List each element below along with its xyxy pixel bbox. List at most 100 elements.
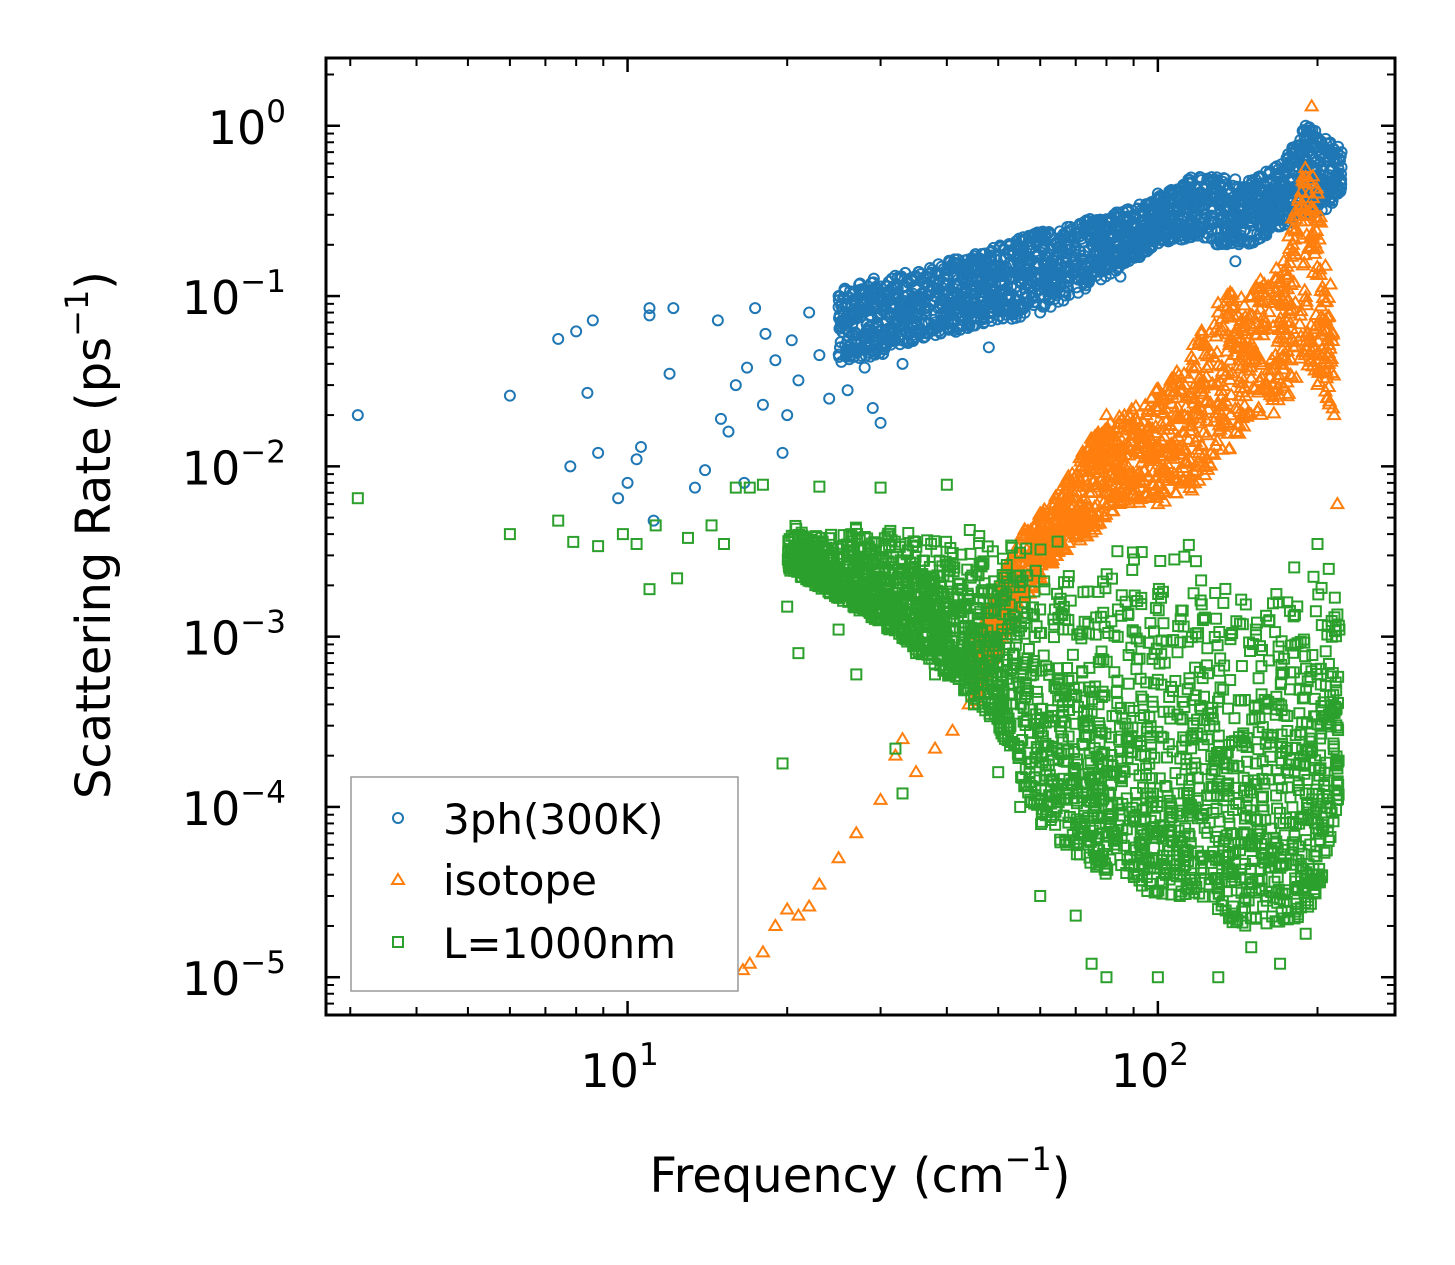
point-3ph xyxy=(975,248,988,261)
point-3ph xyxy=(912,265,925,278)
point-3ph xyxy=(1327,148,1340,161)
point-3ph xyxy=(1254,170,1267,183)
point-3ph xyxy=(832,294,845,307)
point-3ph xyxy=(621,476,634,489)
point-3ph xyxy=(776,446,789,459)
point-3ph xyxy=(1128,212,1141,225)
point-3ph xyxy=(1299,119,1312,132)
point-3ph xyxy=(1233,235,1246,248)
point-3ph xyxy=(781,409,794,422)
point-3ph xyxy=(942,284,955,297)
point-3ph xyxy=(959,278,972,291)
point-3ph xyxy=(1113,253,1126,266)
point-3ph xyxy=(1128,239,1141,252)
point-3ph xyxy=(711,314,724,327)
point-3ph xyxy=(1210,171,1223,184)
point-3ph xyxy=(1235,185,1248,198)
point-3ph xyxy=(1061,221,1074,234)
point-3ph xyxy=(1018,306,1031,319)
point-3ph xyxy=(907,292,920,305)
point-3ph xyxy=(984,310,997,323)
point-3ph xyxy=(915,318,928,331)
point-3ph xyxy=(1276,183,1289,196)
point-3ph xyxy=(987,295,1000,308)
point-3ph xyxy=(843,325,856,338)
point-3ph xyxy=(1082,219,1095,232)
point-3ph xyxy=(823,392,836,405)
point-3ph xyxy=(1291,149,1304,162)
point-3ph xyxy=(1012,269,1025,282)
point-3ph xyxy=(1193,171,1206,184)
point-3ph xyxy=(896,357,909,370)
point-3ph xyxy=(749,302,762,315)
point-3ph xyxy=(1100,222,1113,235)
point-3ph xyxy=(1031,285,1044,298)
point-3ph xyxy=(885,272,898,285)
point-3ph xyxy=(759,327,772,340)
point-3ph xyxy=(1014,234,1027,247)
point-3ph xyxy=(867,272,880,285)
point-3ph xyxy=(1144,196,1157,209)
point-3ph xyxy=(667,302,680,315)
point-3ph xyxy=(1218,204,1231,217)
point-3ph xyxy=(1095,261,1108,274)
point-3ph xyxy=(929,266,942,279)
point-3ph xyxy=(1317,142,1330,155)
point-3ph xyxy=(1056,230,1069,243)
point-3ph xyxy=(1114,270,1127,283)
point-3ph xyxy=(958,306,971,319)
point-3ph xyxy=(564,460,577,473)
point-3ph xyxy=(952,297,965,310)
point-3ph xyxy=(974,276,987,289)
point-3ph xyxy=(1300,141,1313,154)
point-3ph xyxy=(943,254,956,267)
point-3ph xyxy=(937,308,950,321)
point-3ph xyxy=(570,325,583,338)
point-3ph xyxy=(836,325,849,338)
point-3ph xyxy=(896,323,909,336)
point-3ph xyxy=(990,254,1003,267)
point-3ph xyxy=(875,307,888,320)
point-3ph xyxy=(1228,198,1241,211)
point-3ph xyxy=(1275,158,1288,171)
point-3ph xyxy=(1000,264,1013,277)
point-3ph xyxy=(1140,223,1153,236)
point-3ph xyxy=(813,349,826,362)
point-3ph xyxy=(884,311,897,324)
point-3ph xyxy=(983,246,996,259)
point-3ph xyxy=(663,367,676,380)
point-3ph xyxy=(887,321,900,334)
point-3ph xyxy=(1235,205,1248,218)
point-3ph xyxy=(1073,230,1086,243)
point-3ph xyxy=(1116,255,1129,268)
point-3ph xyxy=(1069,239,1082,252)
point-3ph xyxy=(1066,250,1079,263)
point-3ph xyxy=(688,481,701,494)
point-3ph xyxy=(1260,197,1273,210)
point-3ph xyxy=(1297,152,1310,165)
point-3ph xyxy=(1077,253,1090,266)
point-3ph xyxy=(722,425,735,438)
point-3ph xyxy=(714,412,727,425)
point-3ph xyxy=(1244,237,1257,250)
point-3ph xyxy=(1038,254,1051,267)
point-3ph xyxy=(503,389,516,402)
point-3ph xyxy=(929,289,942,302)
point-3ph xyxy=(1229,193,1242,206)
point-3ph xyxy=(1283,182,1296,195)
point-3ph xyxy=(926,263,939,276)
point-3ph xyxy=(878,336,891,349)
point-3ph xyxy=(1011,248,1024,261)
point-3ph xyxy=(1219,220,1232,233)
point-3ph xyxy=(351,409,364,422)
point-3ph xyxy=(1165,213,1178,226)
point-3ph xyxy=(785,334,798,347)
point-3ph xyxy=(1079,282,1092,295)
point-3ph xyxy=(1039,279,1052,292)
point-3ph xyxy=(1234,224,1247,237)
point-3ph xyxy=(1248,196,1261,209)
point-3ph xyxy=(962,310,975,323)
point-3ph xyxy=(1036,233,1049,246)
point-3ph xyxy=(991,270,1004,283)
point-3ph xyxy=(1164,192,1177,205)
